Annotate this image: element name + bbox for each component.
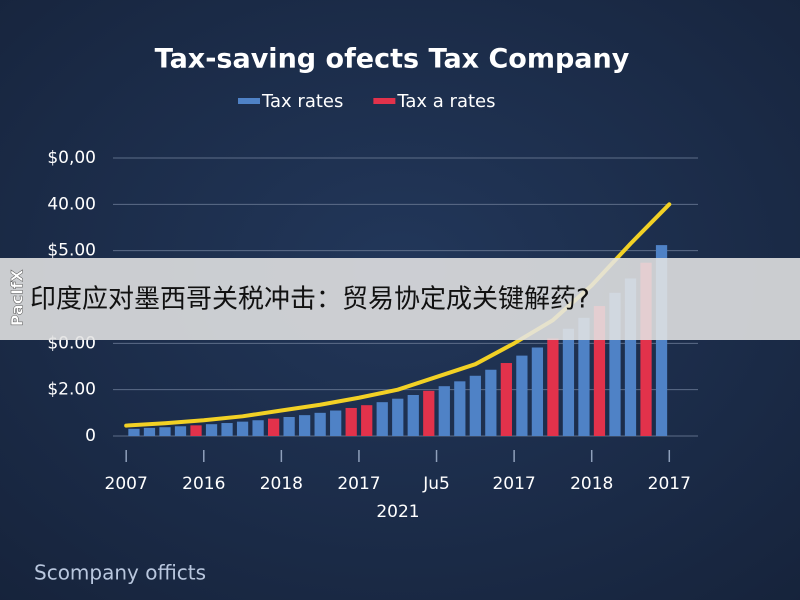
bar bbox=[438, 386, 450, 436]
legend-label: Tax a rates bbox=[396, 91, 495, 112]
x-axis-label: 2021 bbox=[376, 502, 419, 522]
bar bbox=[205, 424, 218, 436]
bar bbox=[624, 278, 637, 436]
bar bbox=[593, 306, 606, 436]
bar bbox=[361, 405, 373, 436]
bar bbox=[128, 428, 140, 436]
y-tick-label: $5.00 bbox=[47, 241, 96, 261]
y-tick-label: $2.00 bbox=[47, 380, 96, 400]
bar bbox=[640, 262, 652, 436]
bar bbox=[454, 381, 466, 436]
chart-title: Tax-saving ofects Tax Company bbox=[155, 44, 630, 75]
legend-swatch bbox=[238, 98, 260, 104]
bar bbox=[469, 375, 481, 436]
caption: Scompany officts bbox=[34, 561, 206, 585]
legend-swatch bbox=[373, 98, 396, 104]
bar bbox=[236, 421, 249, 436]
bar bbox=[547, 338, 559, 436]
y-tick-label: $0,00 bbox=[47, 148, 96, 168]
bar bbox=[500, 363, 512, 436]
y-tick-label: 0 bbox=[85, 426, 96, 446]
x-tick-label: 2018 bbox=[260, 474, 303, 494]
bar bbox=[485, 369, 497, 436]
bar bbox=[376, 402, 388, 436]
x-tick-label: 2016 bbox=[182, 474, 225, 494]
banner bbox=[0, 258, 800, 340]
bar bbox=[252, 420, 264, 436]
x-tick-label: 2007 bbox=[105, 474, 148, 494]
bar bbox=[516, 355, 528, 436]
legend-label: Tax rates bbox=[261, 91, 343, 112]
bar bbox=[407, 394, 419, 436]
bar bbox=[562, 328, 575, 436]
x-tick-label: 2018 bbox=[570, 474, 613, 494]
bar bbox=[423, 390, 435, 436]
x-tick-label: 2017 bbox=[492, 474, 535, 494]
y-tick-label: 40.00 bbox=[47, 194, 96, 214]
bar bbox=[143, 427, 156, 436]
x-tick-label: Ju5 bbox=[422, 474, 450, 494]
bar bbox=[299, 415, 311, 436]
bar bbox=[578, 317, 590, 436]
bar bbox=[609, 292, 621, 436]
bar bbox=[221, 423, 233, 436]
bar bbox=[267, 418, 280, 436]
logo: PacIfX bbox=[8, 269, 27, 326]
bar bbox=[283, 417, 295, 436]
bar bbox=[190, 425, 202, 436]
bar bbox=[655, 245, 668, 436]
banner-headline: 印度应对墨西哥关税冲击：贸易协定成关键解药? bbox=[30, 285, 590, 315]
bar bbox=[345, 407, 357, 436]
bar bbox=[174, 426, 187, 436]
x-tick-label: 2017 bbox=[648, 474, 691, 494]
x-tick-label: 2017 bbox=[337, 474, 380, 494]
bar bbox=[314, 412, 326, 436]
bar bbox=[392, 398, 404, 436]
bar bbox=[159, 427, 171, 436]
bar bbox=[330, 410, 342, 436]
bar bbox=[531, 347, 544, 436]
